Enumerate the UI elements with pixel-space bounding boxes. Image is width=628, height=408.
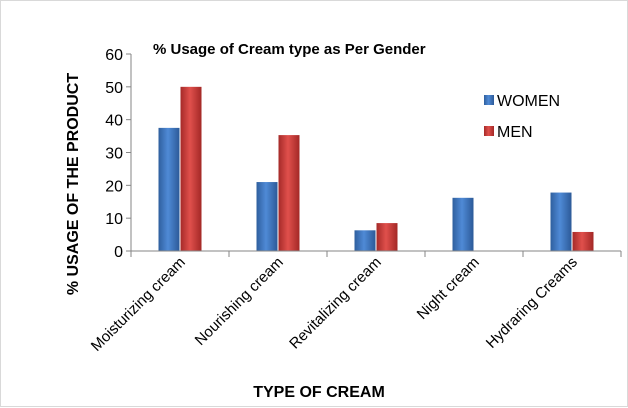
bars	[158, 86, 594, 251]
bar-women-4	[550, 192, 572, 251]
chart-title: % Usage of Cream type as Per Gender	[153, 41, 426, 58]
legend-swatch-women	[484, 95, 494, 105]
bar-men-4	[572, 231, 594, 251]
bar-women-2	[354, 230, 376, 251]
x-category-label: Nourishing cream	[192, 254, 287, 349]
x-category-label: Hydraring Creams	[483, 254, 581, 352]
x-category-label: Night cream	[414, 254, 483, 323]
bar-men-2	[376, 223, 398, 251]
legend-label-women: WOMEN	[497, 93, 560, 110]
y-axis-ticks: 0 10 20 30 40 50 60	[105, 47, 131, 261]
y-tick-label: 20	[105, 178, 123, 195]
bar-men-0	[180, 86, 202, 251]
legend-swatch-men	[484, 126, 494, 136]
y-tick-label: 10	[105, 211, 123, 228]
legend: WOMEN MEN	[484, 93, 560, 141]
y-tick-label: 50	[105, 80, 123, 97]
y-tick-label: 0	[114, 244, 123, 261]
bar-women-3	[452, 197, 474, 251]
y-axis-title: % USAGE OF THE PRODUCT	[65, 73, 82, 295]
x-axis-categories: Moisturizing cream Nourishing cream Revita…	[88, 254, 581, 355]
bar-women-1	[256, 182, 278, 251]
axes	[130, 54, 622, 257]
legend-label-men: MEN	[497, 124, 533, 141]
x-axis-title: TYPE OF CREAM	[253, 384, 385, 401]
x-category-label: Moisturizing cream	[88, 254, 189, 355]
bar-men-1	[278, 135, 300, 251]
y-tick-label: 60	[105, 47, 123, 64]
x-category-label: Revitalizing cream	[286, 254, 385, 353]
y-tick-label: 40	[105, 113, 123, 130]
y-tick-label: 30	[105, 146, 123, 163]
bar-women-0	[158, 127, 180, 251]
